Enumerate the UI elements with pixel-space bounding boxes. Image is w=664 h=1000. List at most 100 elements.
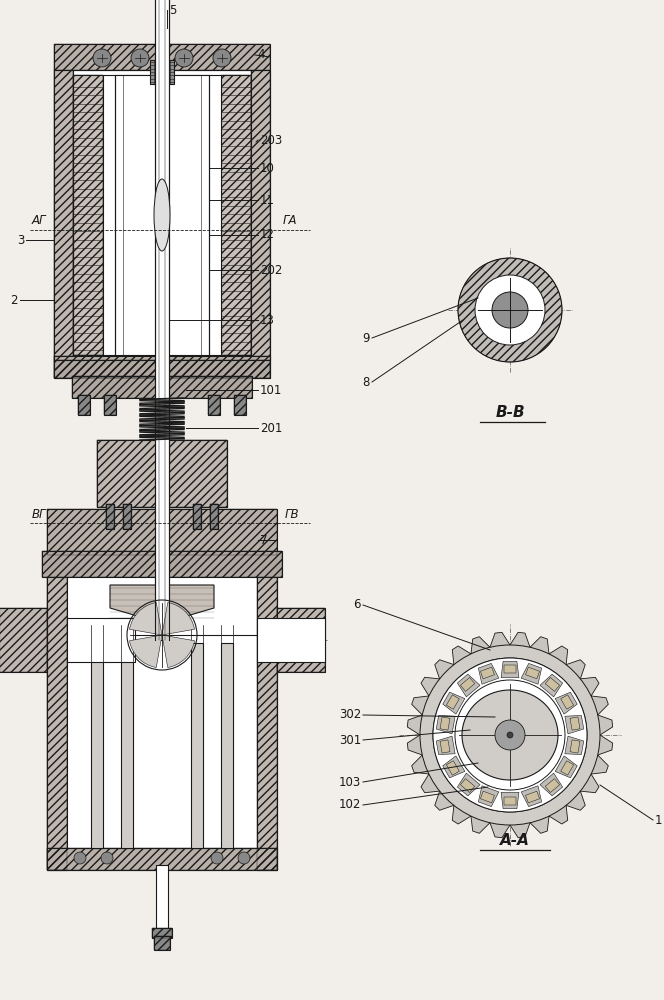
Polygon shape xyxy=(526,791,540,803)
Text: 101: 101 xyxy=(260,383,282,396)
Polygon shape xyxy=(481,791,495,803)
Text: 2: 2 xyxy=(11,294,18,306)
Bar xyxy=(115,75,209,355)
Bar xyxy=(42,551,282,577)
Text: 13: 13 xyxy=(260,314,275,326)
Text: 202: 202 xyxy=(260,263,282,276)
Bar xyxy=(72,376,252,398)
Polygon shape xyxy=(560,695,574,709)
Wedge shape xyxy=(162,603,195,635)
Bar xyxy=(257,555,277,870)
Polygon shape xyxy=(555,756,577,778)
Bar xyxy=(54,360,270,378)
Bar xyxy=(97,440,227,507)
Bar xyxy=(152,928,172,938)
Bar xyxy=(54,356,270,378)
Text: 12: 12 xyxy=(260,229,275,241)
Polygon shape xyxy=(110,585,214,618)
Text: 301: 301 xyxy=(339,734,361,746)
Bar xyxy=(104,395,116,415)
Circle shape xyxy=(495,720,525,750)
Polygon shape xyxy=(540,773,562,796)
Circle shape xyxy=(131,49,149,67)
Text: 3: 3 xyxy=(18,233,25,246)
Bar xyxy=(234,395,246,415)
Circle shape xyxy=(101,852,113,864)
Bar xyxy=(54,44,270,70)
Bar xyxy=(208,395,220,415)
Text: A-A: A-A xyxy=(500,833,530,848)
Polygon shape xyxy=(460,678,475,691)
Text: 11: 11 xyxy=(260,194,275,207)
Bar xyxy=(123,504,131,529)
Polygon shape xyxy=(565,736,584,755)
Bar xyxy=(47,555,277,870)
Bar xyxy=(103,75,221,355)
Bar xyxy=(121,643,133,848)
Bar xyxy=(73,75,103,355)
Bar xyxy=(193,504,201,529)
Polygon shape xyxy=(481,667,495,679)
Bar xyxy=(123,504,131,529)
Text: 1: 1 xyxy=(655,814,663,826)
Text: 6: 6 xyxy=(353,598,361,611)
Wedge shape xyxy=(129,635,162,667)
Bar xyxy=(97,440,227,507)
Bar xyxy=(193,504,201,529)
Circle shape xyxy=(93,49,111,67)
Bar xyxy=(123,504,131,529)
Bar xyxy=(221,75,251,355)
Circle shape xyxy=(475,275,545,345)
Bar xyxy=(251,70,270,360)
Polygon shape xyxy=(478,663,499,684)
Bar xyxy=(277,608,325,672)
Polygon shape xyxy=(407,632,613,838)
Polygon shape xyxy=(565,715,584,734)
Bar xyxy=(210,504,218,529)
Circle shape xyxy=(74,852,86,864)
Polygon shape xyxy=(570,740,580,753)
Bar xyxy=(257,555,277,870)
Wedge shape xyxy=(129,603,162,635)
Text: 103: 103 xyxy=(339,776,361,788)
Bar xyxy=(155,0,169,640)
Text: 9: 9 xyxy=(363,332,370,344)
Bar xyxy=(0,608,47,672)
Bar xyxy=(91,643,103,848)
Text: 201: 201 xyxy=(260,422,282,434)
Polygon shape xyxy=(440,717,450,730)
Bar xyxy=(47,509,277,555)
Bar xyxy=(72,376,252,398)
Polygon shape xyxy=(560,761,574,775)
Bar xyxy=(251,70,270,360)
Text: ΓA: ΓA xyxy=(283,214,297,227)
Polygon shape xyxy=(446,695,459,709)
Bar xyxy=(154,936,170,950)
Polygon shape xyxy=(457,773,480,796)
Bar xyxy=(156,865,168,930)
Bar xyxy=(106,504,114,529)
Text: B-B: B-B xyxy=(495,405,525,420)
Bar xyxy=(54,70,73,360)
Bar xyxy=(67,618,135,662)
Polygon shape xyxy=(501,792,519,809)
Bar xyxy=(234,395,246,415)
Polygon shape xyxy=(521,663,542,684)
Circle shape xyxy=(507,732,513,738)
Polygon shape xyxy=(545,678,560,691)
Circle shape xyxy=(238,852,250,864)
Bar xyxy=(67,635,257,848)
Text: 102: 102 xyxy=(339,798,361,812)
Polygon shape xyxy=(526,667,540,679)
Polygon shape xyxy=(545,779,560,792)
Bar xyxy=(78,395,90,415)
Bar xyxy=(42,551,282,577)
Circle shape xyxy=(455,680,565,790)
Bar xyxy=(106,504,114,529)
Circle shape xyxy=(211,852,223,864)
Circle shape xyxy=(492,292,528,328)
Bar xyxy=(106,504,114,529)
Text: 203: 203 xyxy=(260,133,282,146)
Bar xyxy=(210,504,218,529)
Bar xyxy=(154,936,170,950)
